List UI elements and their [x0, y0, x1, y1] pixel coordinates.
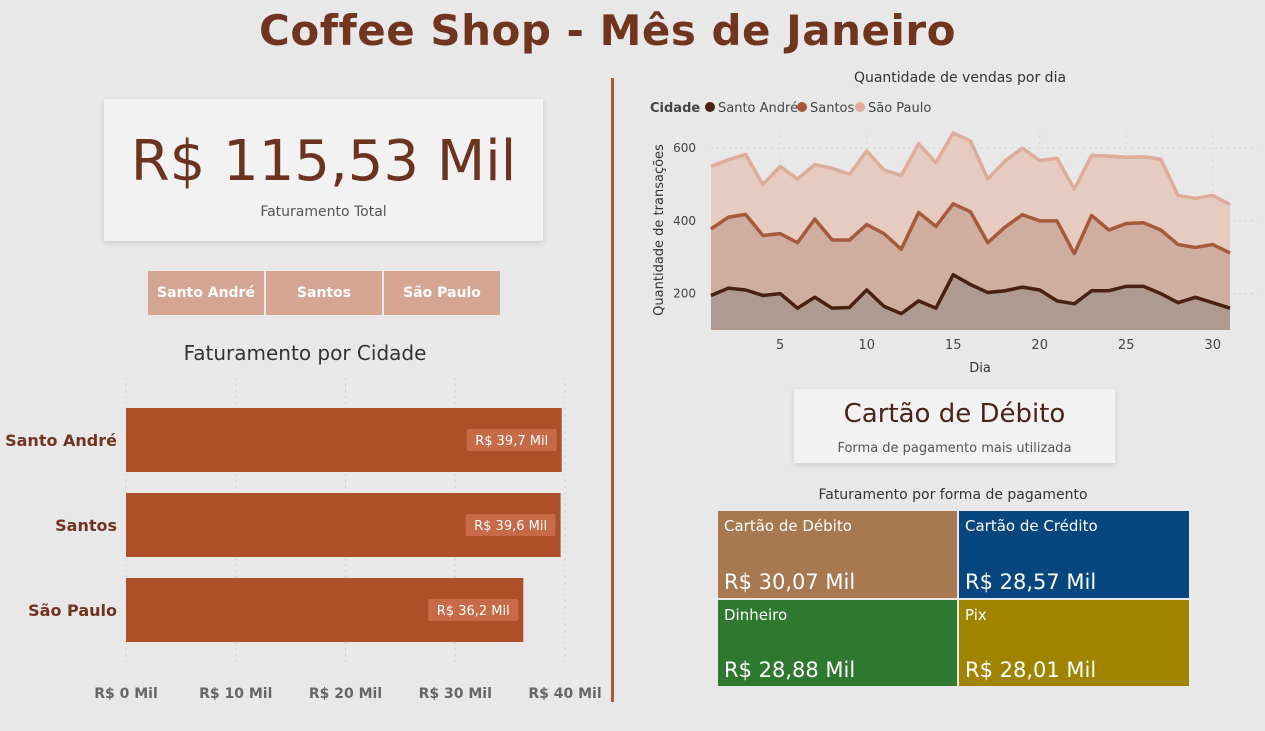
treemap-title: Faturamento por forma de pagamento [818, 487, 1088, 503]
x-tick-label: R$ 10 Mil [199, 686, 272, 702]
legend-marker [797, 102, 807, 112]
x-tick-label: 10 [858, 338, 875, 353]
data-label-bg [466, 429, 557, 451]
legend-marker [705, 102, 715, 112]
legend-item: Santos [810, 101, 855, 116]
tile-label: Dinheiro [724, 606, 788, 624]
data-label-bg [428, 599, 519, 621]
category-label: Santos [55, 516, 117, 535]
series-line [710, 272, 1231, 316]
data-label-bg [465, 514, 556, 536]
treemap-tile-debito[interactable]: Cartão de Débito R$ 30,07 Mil [718, 511, 957, 598]
treemap: Cartão de Débito R$ 30,07 Mil Cartão de … [718, 511, 1189, 686]
x-tick-label: 20 [1031, 338, 1048, 353]
x-tick-label: 15 [945, 338, 962, 353]
legend-item: Santo André [718, 101, 798, 116]
tile-value: R$ 28,01 Mil [965, 658, 1097, 682]
vertical-divider [611, 78, 614, 702]
y-axis-label: Quantidade de transações [652, 144, 667, 316]
data-label: R$ 39,6 Mil [474, 519, 547, 534]
treemap-tile-pix[interactable]: Pix R$ 28,01 Mil [959, 600, 1189, 686]
y-tick-label: 600 [673, 141, 696, 155]
x-tick-label: R$ 0 Mil [94, 686, 158, 702]
treemap-tile-dinheiro[interactable]: Dinheiro R$ 28,88 Mil [718, 600, 957, 686]
series-line [710, 131, 1231, 207]
bar-chart-title: Faturamento por Cidade [183, 341, 427, 365]
x-tick-label: 5 [776, 338, 784, 353]
tile-label: Pix [965, 606, 987, 624]
treemap-tile-credito[interactable]: Cartão de Crédito R$ 28,57 Mil [959, 511, 1189, 598]
series-line [710, 202, 1231, 256]
category-label: Santo André [5, 431, 117, 450]
x-tick-label: R$ 20 Mil [309, 686, 382, 702]
area-chart-title: Quantidade de vendas por dia [854, 70, 1066, 86]
x-tick-label: 30 [1204, 338, 1221, 353]
x-axis-label: Dia [969, 361, 991, 376]
kpi-payment-card: Cartão de Débito Forma de pagamento mais… [794, 389, 1115, 463]
series-area [711, 274, 1230, 330]
tile-label: Cartão de Débito [724, 517, 852, 535]
tile-value: R$ 28,57 Mil [965, 570, 1097, 594]
slicer-button-sao-paulo[interactable]: São Paulo [384, 271, 500, 315]
kpi-total-label: Faturamento Total [260, 204, 387, 220]
area-chart: Quantidade de vendas por dia Cidade Santo … [650, 70, 1258, 376]
legend-marker [855, 102, 865, 112]
page-title: Coffee Shop - Mês de Janeiro [259, 6, 956, 55]
kpi-total-value: R$ 115,53 Mil [130, 129, 517, 194]
slicer-button-santos[interactable]: Santos [266, 271, 382, 315]
kpi-payment-label: Forma de pagamento mais utilizada [837, 441, 1072, 456]
data-label: R$ 39,7 Mil [475, 434, 548, 449]
legend-title: Cidade [650, 101, 700, 116]
y-tick-label: 400 [673, 214, 696, 228]
data-label: R$ 36,2 Mil [437, 604, 510, 619]
tile-value: R$ 28,88 Mil [724, 658, 856, 682]
slicer-button-santo-andre[interactable]: Santo André [148, 271, 264, 315]
kpi-total-card: R$ 115,53 Mil Faturamento Total [104, 99, 543, 241]
kpi-payment-value: Cartão de Débito [843, 399, 1066, 429]
legend-item: São Paulo [868, 101, 931, 116]
y-tick-label: 200 [673, 287, 696, 301]
x-tick-label: 25 [1118, 338, 1135, 353]
x-tick-label: R$ 40 Mil [528, 686, 601, 702]
category-label: São Paulo [28, 601, 117, 620]
x-tick-label: R$ 30 Mil [419, 686, 492, 702]
tile-value: R$ 30,07 Mil [724, 570, 856, 594]
bar-chart: R$ 0 Mil R$ 10 Mil R$ 20 Mil R$ 30 Mil R$ 40… [5, 378, 602, 702]
tile-label: Cartão de Crédito [965, 517, 1098, 535]
